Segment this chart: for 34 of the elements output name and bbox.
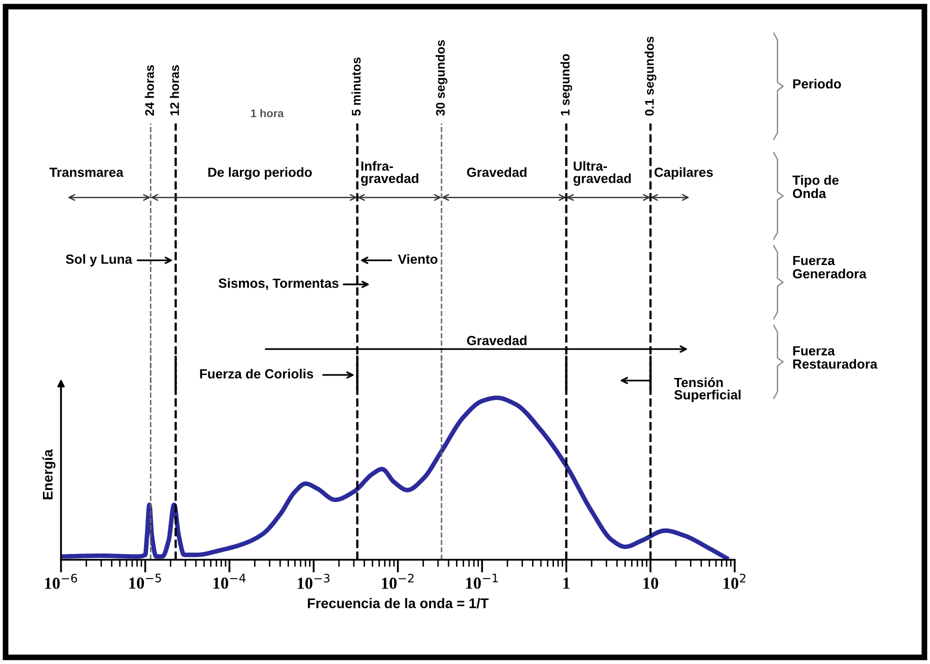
text: Sismos, Tormentas: [218, 278, 338, 290]
text: Capilares: [654, 167, 713, 180]
text: Fuerza Restauradora: [793, 346, 878, 369]
x-axis-title: Frecuencia de la onda = 1/T: [308, 598, 489, 608]
x-tick-label: 10$^{−3}$: [298, 574, 330, 589]
y-axis-title: Energía: [42, 449, 56, 500]
ref-line-label: 24 horas: [144, 65, 154, 116]
x-tick-label: 10$^{2}$: [724, 574, 746, 589]
ref-line-label: 5 minutos: [351, 58, 361, 116]
x-tick-label: 10$^{−1}$: [466, 574, 498, 589]
x-tick-label: 10: [643, 578, 658, 589]
text: Tipo de Onda: [792, 175, 839, 198]
text: Viento: [398, 254, 438, 264]
text: Sol y Luna: [66, 254, 132, 266]
text: Fuerza Generadora: [792, 256, 867, 278]
x-tick-label: 10$^{−2}$: [382, 574, 414, 589]
x-tick-label: 10$^{−6}$: [45, 574, 78, 589]
text: Fuerza de Coriolis: [200, 368, 314, 379]
ref-line-label: 0.1 segundos: [644, 36, 656, 116]
text: De largo periodo: [208, 167, 312, 180]
text: Periodo: [793, 78, 841, 89]
x-tick-label: 10$^{−5}$: [129, 574, 161, 589]
ref-line-label: 12 horas: [170, 65, 180, 116]
text: Ultra- gravedad: [573, 161, 631, 186]
text: Gravedad: [467, 336, 526, 346]
ref-line-label: 1 segundo: [560, 54, 572, 116]
ref-line-label: 30 segundos: [436, 40, 448, 116]
x-tick-label: 1: [563, 578, 570, 589]
x-tick-label: 10$^{−4}$: [214, 574, 246, 589]
text: Transmarea: [49, 168, 124, 177]
annotation: Tensión Superficial: [674, 377, 740, 402]
text: Infra- gravedad: [361, 161, 418, 186]
text: Gravedad: [467, 167, 526, 177]
text: 1 hora: [251, 109, 284, 118]
